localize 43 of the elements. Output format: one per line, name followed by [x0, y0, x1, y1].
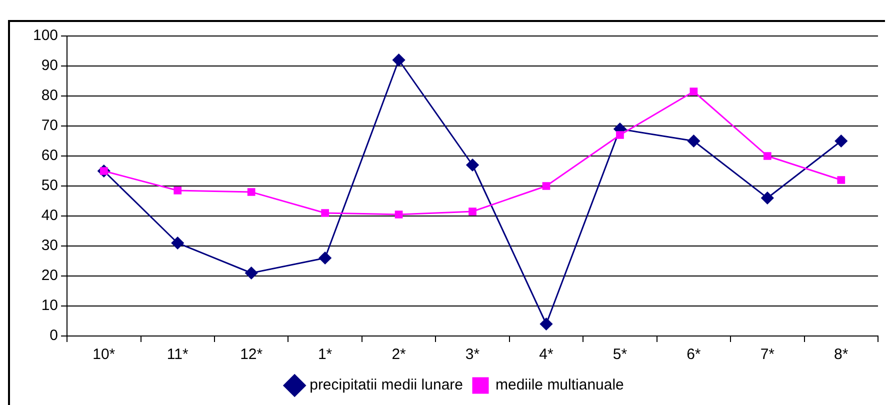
point	[468, 208, 476, 216]
x-tick-label: 5*	[612, 346, 628, 364]
point	[837, 176, 846, 184]
y-tick-label: 20	[41, 267, 58, 284]
x-tick-label: 10*	[92, 346, 116, 364]
legend-label: precipitatii medii lunare	[310, 376, 464, 394]
x-tick-label: 4*	[539, 346, 554, 364]
point	[466, 158, 479, 172]
y-tick-label: 10	[41, 297, 58, 314]
y-tick-label: 0	[50, 327, 58, 344]
point	[616, 131, 624, 139]
point	[171, 236, 184, 250]
y-tick-label: 90	[41, 57, 58, 74]
y-tick-label: 30	[41, 237, 58, 254]
x-tick-label: 8*	[834, 346, 848, 364]
point	[394, 210, 403, 218]
point	[761, 192, 774, 204]
point	[834, 134, 848, 148]
point	[174, 186, 182, 194]
point	[245, 266, 258, 280]
y-tick-label: 50	[41, 177, 58, 194]
y-tick-label: 70	[41, 117, 58, 134]
point	[318, 252, 332, 264]
y-tick-label: 100	[32, 27, 58, 44]
legend-label: mediile multianuale	[496, 376, 624, 394]
x-tick-label: 1*	[318, 346, 332, 364]
point	[763, 152, 772, 160]
point	[687, 134, 700, 148]
x-tick-label: 12*	[240, 346, 263, 364]
point	[321, 209, 329, 217]
point	[392, 54, 406, 66]
y-tick-label: 80	[41, 87, 58, 104]
point	[542, 182, 550, 190]
x-tick-label: 6*	[686, 346, 701, 364]
x-tick-label: 3*	[465, 346, 480, 364]
y-tick-label: 40	[41, 207, 58, 224]
point	[247, 188, 256, 196]
x-tick-label: 7*	[760, 346, 775, 364]
x-tick-label: 2*	[392, 346, 406, 364]
y-tick-label: 60	[41, 147, 58, 164]
x-tick-label: 11*	[166, 346, 188, 364]
point	[690, 88, 698, 96]
point	[540, 318, 552, 330]
